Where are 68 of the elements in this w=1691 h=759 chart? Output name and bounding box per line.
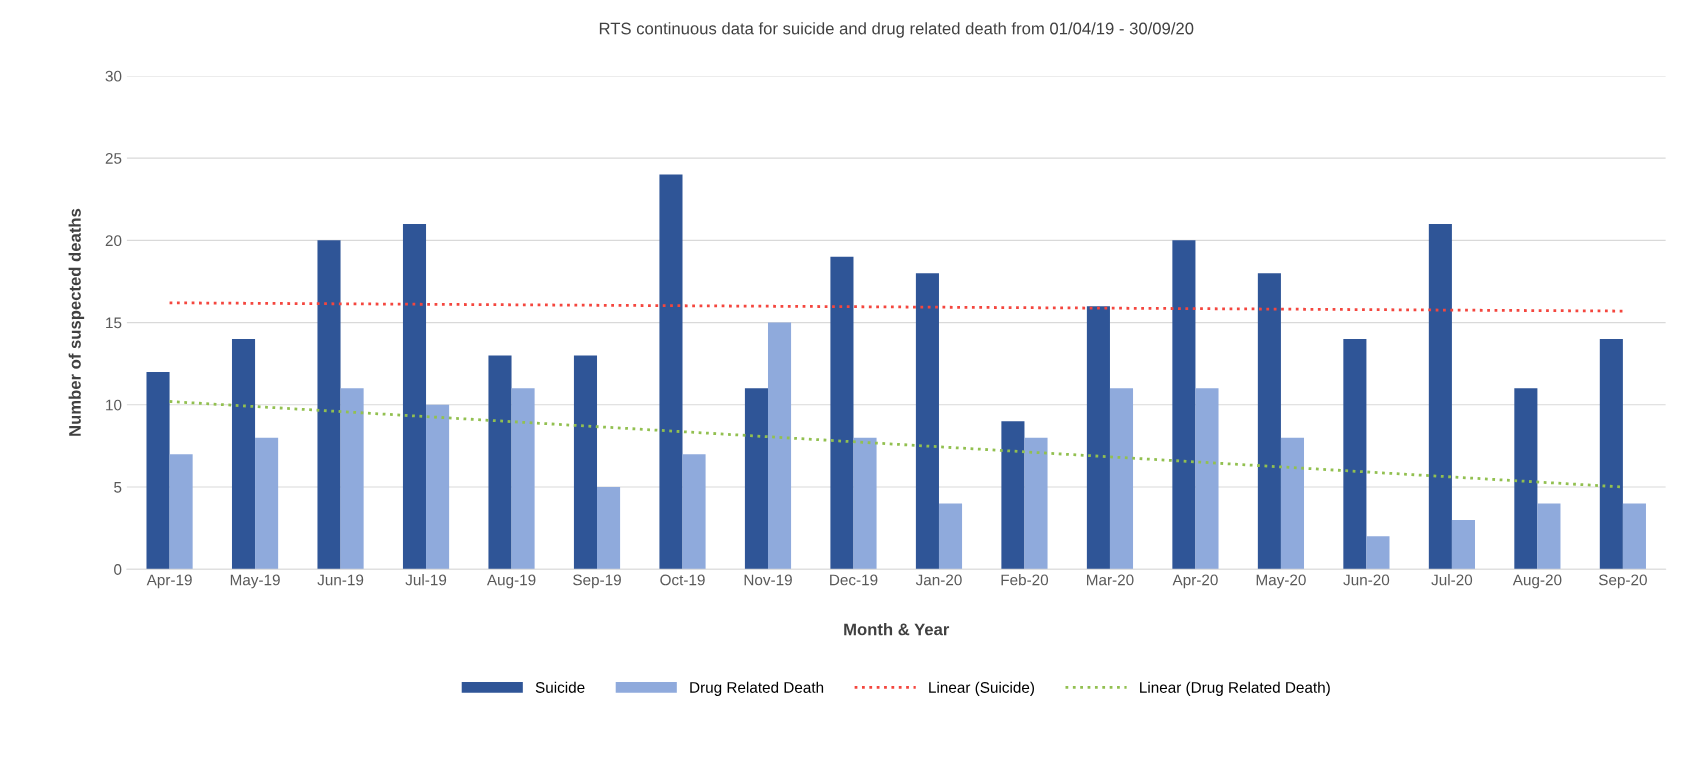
x-tick-label: Nov-19 bbox=[744, 574, 792, 586]
x-tick-label: Aug-20 bbox=[1512, 574, 1562, 589]
bar bbox=[1280, 437, 1305, 570]
bar bbox=[1599, 339, 1623, 570]
legend-label: Drug Related Death bbox=[690, 681, 824, 696]
bar bbox=[1086, 306, 1110, 570]
bar bbox=[938, 503, 963, 570]
bar bbox=[255, 437, 279, 570]
bar bbox=[597, 487, 621, 570]
y-tick-label: 0 bbox=[114, 564, 122, 575]
bar bbox=[231, 339, 256, 570]
bar bbox=[1109, 388, 1134, 570]
x-tick-label: Apr-19 bbox=[146, 574, 192, 589]
bar bbox=[488, 355, 512, 570]
x-tick-label: Jan-20 bbox=[915, 574, 962, 586]
bar bbox=[682, 454, 706, 570]
x-tick-label: May-19 bbox=[230, 574, 280, 589]
y-axis-title: Number of suspected deaths bbox=[68, 208, 85, 436]
legend-label: Linear (Suicide) bbox=[929, 681, 1035, 696]
x-tick-label: Feb-20 bbox=[1001, 574, 1049, 586]
bar bbox=[573, 355, 598, 570]
bar bbox=[659, 174, 683, 570]
bar bbox=[169, 454, 193, 570]
bar bbox=[1195, 388, 1219, 570]
bar bbox=[1257, 273, 1281, 570]
y-tick-label: 20 bbox=[105, 235, 122, 247]
bar bbox=[1428, 223, 1452, 570]
bar bbox=[511, 388, 535, 570]
y-tick-label: 30 bbox=[105, 70, 122, 82]
x-tick-label: Jun-20 bbox=[1343, 574, 1390, 586]
x-tick-label: Sep-20 bbox=[1598, 574, 1647, 589]
bar bbox=[853, 437, 877, 570]
bar bbox=[1172, 240, 1196, 570]
bar bbox=[768, 322, 792, 570]
bar bbox=[915, 273, 939, 570]
bar bbox=[146, 371, 170, 570]
x-tick-label: Jul-19 bbox=[405, 574, 447, 586]
x-tick-label: Jul-20 bbox=[1431, 574, 1473, 586]
x-axis-title: Month & Year bbox=[844, 623, 950, 636]
bar bbox=[1366, 536, 1390, 570]
bar bbox=[426, 404, 450, 570]
bar bbox=[744, 388, 768, 570]
bar bbox=[1343, 339, 1367, 570]
x-tick-label: Oct-19 bbox=[660, 574, 705, 586]
chart-title: RTS continuous data for suicide and drug related death from 01/04/19 - 30/09/20 bbox=[599, 22, 1194, 38]
bar bbox=[317, 240, 341, 570]
bar bbox=[1001, 421, 1025, 570]
x-tick-label: Mar-20 bbox=[1087, 574, 1134, 586]
bar bbox=[1451, 519, 1475, 570]
x-tick-label: Sep-19 bbox=[573, 574, 621, 589]
bar bbox=[1514, 388, 1538, 570]
y-tick-label: 25 bbox=[105, 152, 122, 164]
bar bbox=[1537, 503, 1561, 570]
legend-label: Linear (Drug Related Death) bbox=[1140, 681, 1330, 696]
x-tick-label: Dec-19 bbox=[830, 574, 878, 586]
y-tick-label: 15 bbox=[106, 317, 122, 329]
x-tick-label: Jun-19 bbox=[317, 574, 364, 586]
bar bbox=[402, 223, 427, 570]
bar bbox=[340, 388, 364, 570]
bar bbox=[1024, 437, 1048, 570]
x-tick-label: Aug-19 bbox=[486, 574, 536, 589]
bar bbox=[830, 256, 854, 570]
y-tick-label: 10 bbox=[106, 399, 122, 411]
legend-label: Suicide bbox=[535, 681, 585, 693]
y-tick-label: 5 bbox=[114, 482, 122, 493]
x-tick-label: May-20 bbox=[1256, 574, 1306, 589]
bar bbox=[1622, 503, 1646, 570]
x-tick-label: Apr-20 bbox=[1172, 574, 1218, 589]
